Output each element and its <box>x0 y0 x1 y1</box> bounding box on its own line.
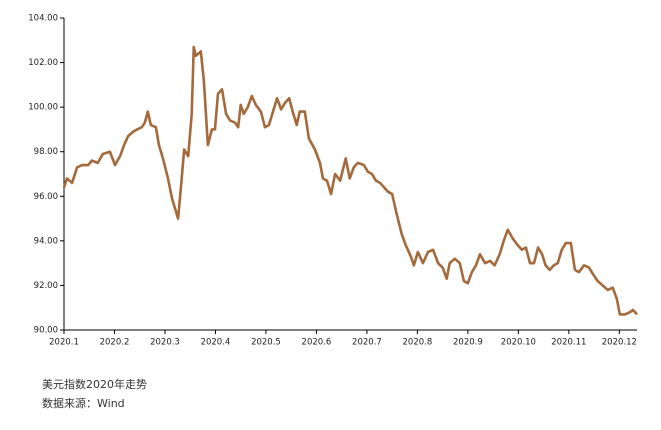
y-tick-label: 98.00 <box>34 147 58 157</box>
x-tick-label: 2020.5 <box>251 338 281 348</box>
y-tick-label: 92.00 <box>34 281 58 291</box>
x-tick-label: 2020.10 <box>501 338 536 348</box>
x-tick-label: 2020.4 <box>201 338 231 348</box>
x-tick-label: 2020.11 <box>551 338 586 348</box>
chart-note: 美元指数2020年走势 <box>42 377 147 391</box>
x-tick-label: 2020.2 <box>100 338 130 348</box>
x-tick-label: 2020.7 <box>352 338 382 348</box>
x-tick-label: 2020.3 <box>150 338 180 348</box>
y-tick-label: 102.00 <box>28 58 58 68</box>
x-tick-label: 2020.12 <box>602 338 637 348</box>
y-tick-label: 90.00 <box>34 326 58 336</box>
x-tick-label: 2020.1 <box>49 338 79 348</box>
x-tick-label: 2020.9 <box>453 338 483 348</box>
y-tick-label: 96.00 <box>34 192 58 202</box>
x-tick-label: 2020.6 <box>302 338 332 348</box>
y-tick-label: 104.00 <box>28 14 58 24</box>
x-tick-label: 2020.8 <box>403 338 433 348</box>
y-tick-label: 100.00 <box>28 103 58 113</box>
data-line <box>62 45 638 316</box>
y-tick-label: 94.00 <box>34 236 58 246</box>
chart-note: 数据来源：Wind <box>42 396 125 410</box>
